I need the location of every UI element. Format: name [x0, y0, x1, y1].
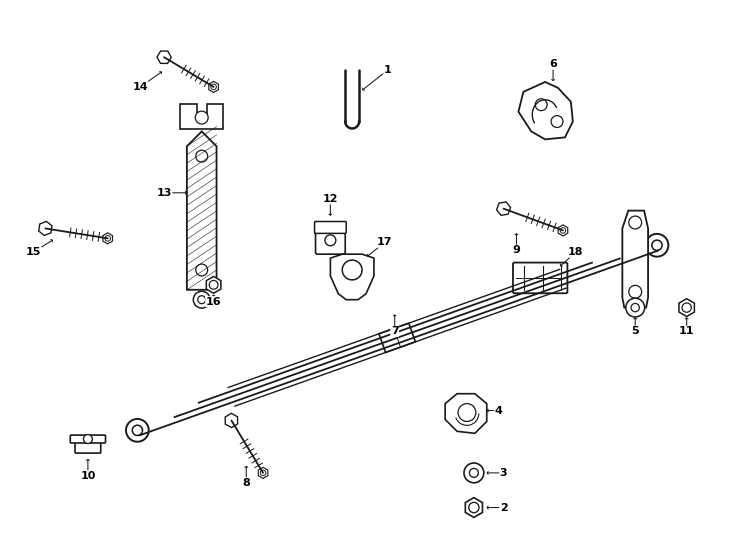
Circle shape — [261, 470, 266, 476]
Circle shape — [209, 280, 218, 289]
Text: 11: 11 — [679, 326, 694, 336]
Circle shape — [682, 303, 691, 312]
Circle shape — [629, 285, 642, 298]
Circle shape — [631, 303, 639, 312]
Polygon shape — [208, 82, 219, 92]
Circle shape — [551, 116, 563, 127]
Circle shape — [469, 502, 479, 512]
Circle shape — [470, 468, 479, 477]
Text: 1: 1 — [384, 65, 392, 75]
Circle shape — [126, 419, 149, 442]
Polygon shape — [157, 51, 171, 63]
Circle shape — [196, 264, 208, 276]
Text: 2: 2 — [500, 503, 507, 512]
Polygon shape — [187, 131, 217, 290]
FancyBboxPatch shape — [70, 435, 106, 443]
Text: 7: 7 — [390, 326, 399, 336]
Circle shape — [197, 296, 206, 303]
Circle shape — [211, 84, 217, 90]
Polygon shape — [225, 413, 238, 428]
Text: 15: 15 — [26, 247, 41, 257]
Circle shape — [458, 403, 476, 421]
Text: 9: 9 — [512, 245, 520, 255]
Circle shape — [193, 291, 210, 308]
Text: 4: 4 — [495, 406, 503, 416]
Circle shape — [646, 234, 669, 256]
Polygon shape — [446, 394, 487, 433]
Circle shape — [195, 111, 208, 124]
Polygon shape — [379, 323, 415, 353]
Polygon shape — [622, 211, 648, 308]
Text: 16: 16 — [206, 296, 222, 307]
Text: 13: 13 — [156, 188, 172, 198]
FancyBboxPatch shape — [315, 221, 346, 233]
Polygon shape — [518, 82, 573, 139]
Polygon shape — [206, 276, 221, 293]
Text: 8: 8 — [242, 478, 250, 488]
Circle shape — [560, 228, 566, 233]
Circle shape — [132, 425, 142, 435]
Polygon shape — [679, 299, 694, 316]
Text: 3: 3 — [500, 468, 507, 478]
Circle shape — [196, 150, 208, 162]
Polygon shape — [180, 104, 223, 130]
FancyBboxPatch shape — [75, 437, 101, 453]
FancyBboxPatch shape — [316, 231, 345, 254]
Text: 14: 14 — [133, 82, 148, 92]
Text: 5: 5 — [631, 326, 639, 336]
Text: 18: 18 — [568, 247, 584, 257]
Text: 12: 12 — [323, 194, 338, 204]
Polygon shape — [465, 498, 482, 517]
Circle shape — [464, 463, 484, 483]
Circle shape — [325, 235, 336, 246]
Circle shape — [652, 240, 662, 251]
Text: 10: 10 — [80, 471, 95, 481]
Circle shape — [105, 235, 110, 241]
Circle shape — [535, 99, 547, 111]
Polygon shape — [497, 202, 511, 215]
Circle shape — [84, 435, 92, 443]
Polygon shape — [103, 233, 112, 244]
Circle shape — [626, 298, 644, 317]
Circle shape — [629, 216, 642, 229]
Text: 17: 17 — [377, 237, 393, 247]
Text: 6: 6 — [549, 59, 557, 69]
Polygon shape — [330, 254, 374, 300]
Circle shape — [342, 260, 362, 280]
Polygon shape — [39, 221, 52, 235]
FancyBboxPatch shape — [513, 262, 567, 293]
Polygon shape — [258, 467, 268, 478]
Polygon shape — [558, 225, 567, 236]
